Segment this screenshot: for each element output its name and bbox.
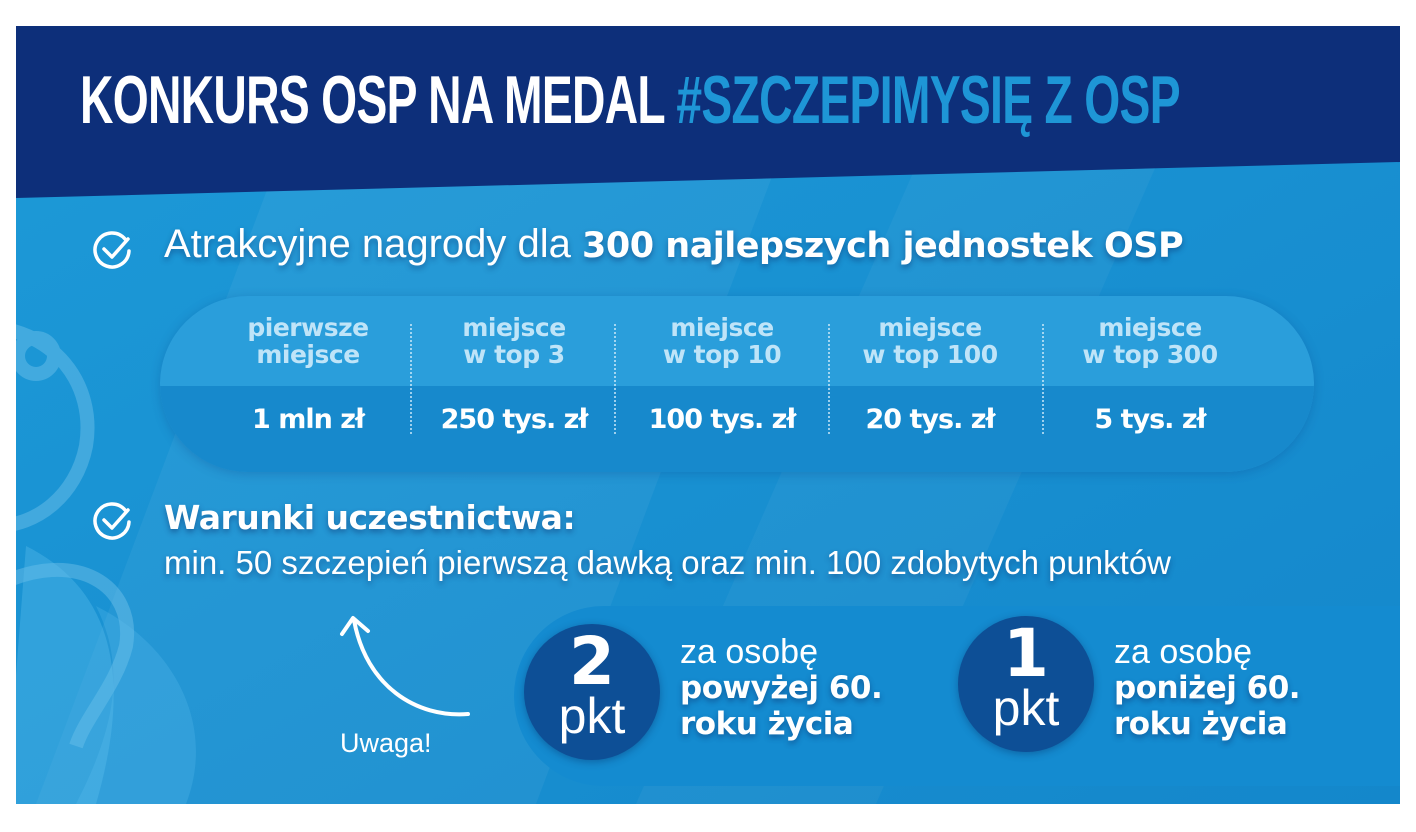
prize-tier-label-line1: pierwsze — [247, 313, 369, 342]
prize-tier-label-line2: w top 10 — [662, 340, 782, 369]
prize-table: pierwsze miejsce 1 mln zł miejsce w top … — [160, 296, 1314, 472]
prize-tier-amount: 250 tys. zł — [440, 404, 589, 435]
conditions-heading: Warunki uczestnictwa: — [164, 498, 576, 537]
points-value: 1 — [1003, 615, 1049, 692]
points-badge: 1 pkt — [958, 616, 1094, 752]
points-badge: 2 pkt — [524, 624, 660, 760]
check-circle-icon — [93, 231, 131, 269]
prize-tier-label-line1: miejsce — [462, 313, 566, 342]
prize-tier-label: miejsce w top 3 — [414, 314, 614, 368]
prize-separator — [1042, 324, 1044, 434]
firefighter-emblem-icon — [16, 324, 135, 749]
prize-tier-label-line2: w top 100 — [862, 340, 998, 369]
points-line2: poniżej 60. — [1114, 670, 1301, 706]
points-line1: za osobę — [680, 633, 818, 671]
prizes-intro-regular: Atrakcyjne nagrody dla — [164, 222, 571, 266]
prize-tier-label: miejsce w top 300 — [1050, 314, 1250, 368]
points-line1: za osobę — [1114, 633, 1252, 671]
prize-tier-amount: 20 tys. zł — [865, 404, 996, 435]
prize-separator — [828, 324, 830, 434]
flame-shape — [16, 546, 114, 804]
points-description: za osobę poniżej 60. roku życia — [1114, 633, 1301, 742]
title-hashtag: #SZCZEPIMYSIĘ Z OSP — [676, 62, 1180, 138]
prize-tier-amount: 5 tys. zł — [1094, 404, 1206, 435]
prize-tier-label: miejsce w top 100 — [830, 314, 1030, 368]
prize-separator — [614, 324, 616, 434]
prize-tier-label-line1: miejsce — [670, 313, 774, 342]
header-band — [16, 26, 1400, 198]
points-line2: powyżej 60. — [680, 670, 883, 706]
points-line3: roku życia — [680, 706, 854, 742]
prizes-intro: Atrakcyjne nagrody dla 300 najlepszych j… — [164, 222, 1184, 267]
curved-arrow-icon — [340, 616, 470, 717]
prize-tier-label-line1: miejsce — [878, 313, 982, 342]
title-main: KONKURS OSP NA MEDAL — [80, 62, 665, 138]
contest-banner: KONKURS OSP NA MEDAL #SZCZEPIMYSIĘ Z OSP… — [16, 26, 1400, 804]
prize-tier-label-line2: miejsce — [256, 340, 360, 369]
prize-table-lower — [160, 386, 1314, 472]
points-band — [514, 606, 1400, 786]
points-unit: pkt — [558, 688, 626, 744]
points-line3: roku życia — [1114, 706, 1288, 742]
note-label: Uwaga! — [340, 728, 432, 758]
conditions-text: min. 50 szczepień pierwszą dawką oraz mi… — [164, 544, 1171, 581]
prize-tier-label-line2: w top 300 — [1082, 340, 1218, 369]
prizes-intro-bold: 300 najlepszych jednostek OSP — [582, 226, 1184, 266]
points-value: 2 — [569, 623, 615, 700]
check-circle-icon — [93, 502, 131, 540]
prize-tier-label: miejsce w top 10 — [622, 314, 822, 368]
prize-tier-label-line2: w top 3 — [463, 340, 565, 369]
prize-separator — [410, 324, 412, 434]
page-title: KONKURS OSP NA MEDAL #SZCZEPIMYSIĘ Z OSP — [80, 60, 1181, 140]
prize-tier-amount: 1 mln zł — [252, 404, 365, 435]
prize-tier-label: pierwsze miejsce — [208, 314, 408, 368]
points-description: za osobę powyżej 60. roku życia — [680, 633, 883, 742]
prize-tier-label-line1: miejsce — [1098, 313, 1202, 342]
prize-tier-amount: 100 tys. zł — [648, 404, 797, 435]
points-unit: pkt — [992, 680, 1060, 736]
